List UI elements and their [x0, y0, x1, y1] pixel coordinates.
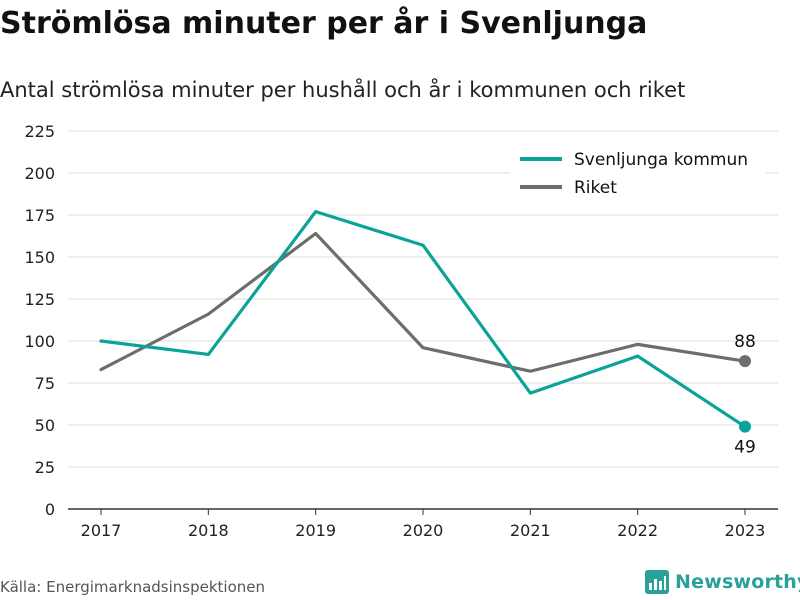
x-tick-label: 2023 — [725, 521, 766, 540]
brand-name: Newsworthy — [675, 571, 800, 593]
end-value-label: 49 — [734, 438, 756, 458]
series-line-riket — [99, 231, 747, 373]
series-line-svenljunga-kommun — [99, 210, 747, 429]
bar-chart-icon — [645, 570, 669, 594]
legend-background — [510, 144, 766, 206]
y-tick-label: 150 — [24, 248, 55, 267]
y-tick-label: 25 — [35, 458, 55, 477]
end-point-marker — [739, 355, 751, 368]
y-tick-label: 175 — [24, 206, 55, 225]
chart-subtitle: Antal strömlösa minuter per hushåll och … — [0, 78, 686, 102]
y-axis-labels: 0 25 50 75 100 125 150 175 200 225 — [24, 122, 55, 519]
newsworthy-logo: Newsworthy — [645, 570, 800, 594]
y-tick-label: 75 — [35, 374, 55, 393]
legend: Svenljunga kommun Riket — [510, 144, 766, 206]
y-tick-label: 125 — [24, 290, 55, 309]
y-tick-label: 225 — [24, 122, 55, 141]
y-tick-label: 50 — [35, 416, 55, 435]
legend-label: Riket — [574, 178, 617, 198]
source-note: Källa: Energimarknadsinspektionen — [0, 578, 266, 596]
x-tick-label: 2019 — [295, 521, 336, 540]
series-lines: 49 88 — [99, 210, 756, 458]
end-point-marker — [739, 420, 751, 433]
legend-label: Svenljunga kommun — [574, 150, 748, 170]
x-axis-ticks — [100, 509, 746, 515]
y-tick-label: 0 — [45, 500, 55, 519]
x-axis-labels: 2017 2018 2019 2020 2021 2022 2023 — [81, 521, 766, 540]
y-tick-label: 200 — [24, 164, 55, 183]
end-value-label: 88 — [734, 332, 756, 352]
x-tick-label: 2021 — [510, 521, 551, 540]
x-tick-label: 2020 — [403, 521, 444, 540]
x-tick-label: 2022 — [617, 521, 658, 540]
x-tick-label: 2018 — [188, 521, 229, 540]
chart-title: Strömlösa minuter per år i Svenljunga — [0, 6, 648, 41]
x-tick-label: 2017 — [81, 521, 122, 540]
y-tick-label: 100 — [24, 332, 55, 351]
